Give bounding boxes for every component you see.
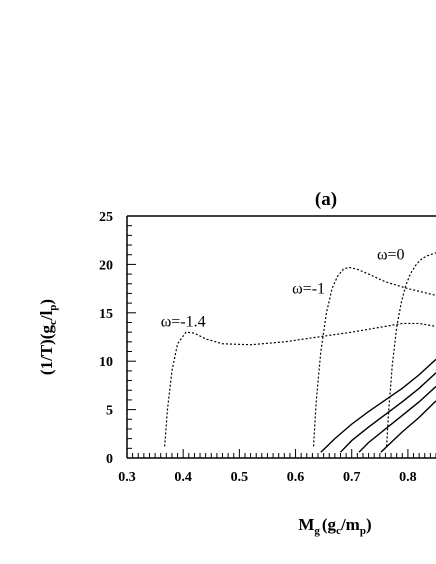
- y-tick-label: 10: [99, 355, 113, 370]
- series-line-5: [339, 372, 436, 453]
- chart-title: (a): [315, 189, 337, 210]
- x-tick-label: 0.4: [174, 470, 192, 485]
- x-tick-label: 0.5: [231, 470, 249, 485]
- series-layer: [164, 252, 436, 453]
- series-line-4: [320, 358, 436, 453]
- series-line-3: [385, 252, 436, 447]
- x-tick-label: 0.7: [343, 470, 361, 485]
- series-line-1: [164, 322, 436, 447]
- x-tick-label: 0.8: [399, 470, 417, 485]
- y-tick-label: 20: [99, 258, 113, 273]
- y-tick-label: 5: [106, 404, 113, 419]
- annotation-label-3: ω=0: [377, 247, 405, 264]
- y-tick-label: 0: [106, 452, 113, 467]
- y-axis-label: (1/T)(gc/lp): [37, 299, 59, 375]
- y-tick-label: 25: [99, 210, 113, 225]
- series-line-2: [312, 266, 436, 447]
- y-tick-label: 15: [99, 307, 113, 322]
- annotation-label-2: ω=-1: [292, 280, 325, 297]
- series-line-7: [380, 400, 436, 453]
- x-tick-label: 0.3: [118, 470, 136, 485]
- axes: 0 5 10 15 20 25 0.3 0.4 0.5 0.6 0.7 0.8: [99, 210, 436, 485]
- series-line-6: [358, 385, 436, 453]
- annotations: ω=-1.4 ω=-1 ω=0: [161, 247, 405, 331]
- annotation-label-1: ω=-1.4: [161, 313, 206, 330]
- svg-text:(1/T)(gc/lp): (1/T)(gc/lp): [37, 299, 59, 375]
- x-tick-label: 0.6: [287, 470, 305, 485]
- x-axis-label: Mg (gc/mp): [298, 515, 371, 537]
